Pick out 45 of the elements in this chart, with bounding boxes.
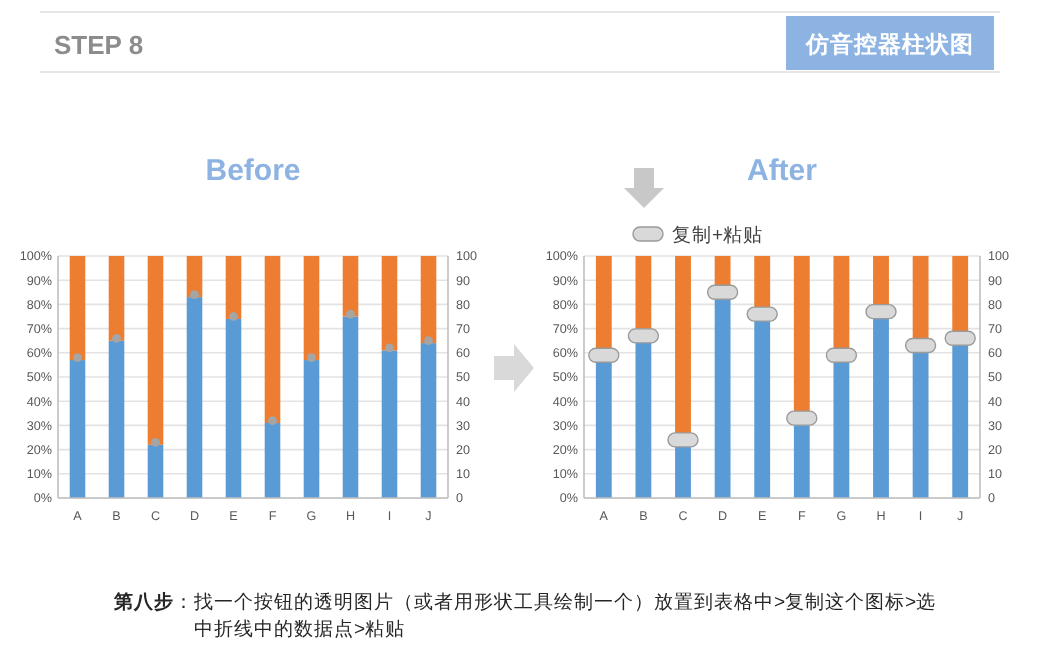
bar xyxy=(264,422,281,498)
bar xyxy=(754,318,771,498)
text: 仿音控器柱状图 xyxy=(804,30,974,58)
bar xyxy=(186,297,203,498)
bar xyxy=(714,297,731,498)
bar xyxy=(225,256,242,319)
text: 第八步：找一个按钮的透明图片（或者用形状工具绘制一个）放置到表格中>复制这个图标>选中折线中的数据点>粘贴 xyxy=(112,590,937,641)
bar xyxy=(381,350,398,498)
point xyxy=(190,290,199,300)
chart-title: After xyxy=(746,154,818,188)
bar xyxy=(108,340,125,498)
bar xyxy=(873,316,889,498)
point xyxy=(424,336,433,346)
legend-label: 复制+粘贴 xyxy=(672,223,764,247)
point xyxy=(112,333,121,343)
bar xyxy=(303,360,320,498)
bar xyxy=(303,256,320,361)
bar xyxy=(69,360,86,498)
point xyxy=(307,353,316,363)
bar xyxy=(833,360,850,498)
bar xyxy=(69,256,86,361)
bar xyxy=(420,343,437,498)
point xyxy=(229,312,238,321)
point xyxy=(73,353,82,363)
bar xyxy=(635,340,652,498)
point xyxy=(385,343,394,353)
bar xyxy=(381,256,398,351)
bar xyxy=(420,256,437,344)
point xyxy=(268,416,277,425)
point xyxy=(151,437,160,447)
bar xyxy=(952,343,969,498)
bar xyxy=(675,444,691,498)
bar xyxy=(595,360,612,498)
bar xyxy=(108,256,125,341)
point xyxy=(346,309,355,319)
bar xyxy=(342,256,359,317)
bar xyxy=(342,316,359,498)
bar xyxy=(793,422,810,498)
bar xyxy=(912,350,929,498)
bar xyxy=(225,318,242,498)
bar xyxy=(264,256,281,423)
chart-title: Before xyxy=(205,154,301,188)
text: STEP 8 xyxy=(54,30,144,60)
bar xyxy=(147,444,164,498)
bar xyxy=(147,256,164,445)
